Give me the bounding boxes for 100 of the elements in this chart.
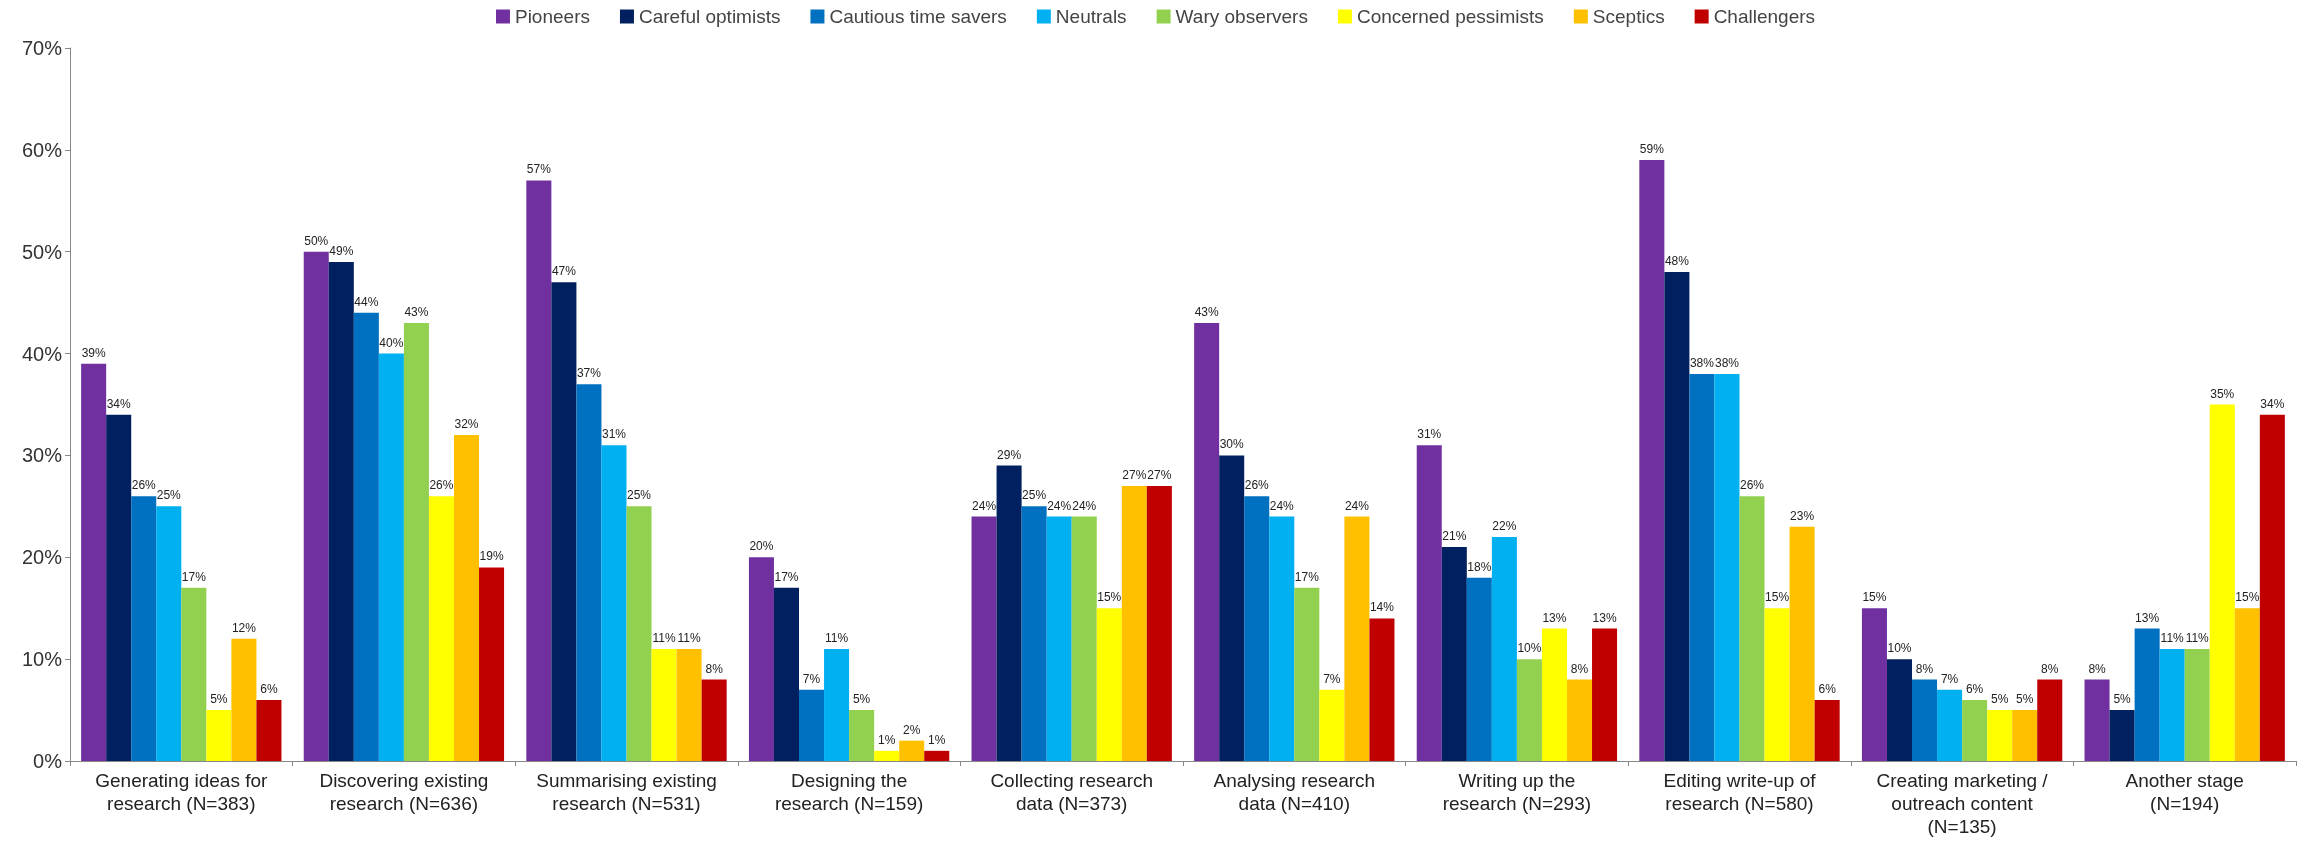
data-label: 34% bbox=[2260, 396, 2285, 411]
bar bbox=[899, 740, 925, 761]
bar bbox=[1294, 587, 1320, 761]
data-label: 57% bbox=[526, 162, 552, 177]
data-label: 27% bbox=[1122, 467, 1147, 482]
bar bbox=[799, 689, 825, 761]
bar bbox=[453, 435, 480, 761]
data-label: 37% bbox=[576, 366, 602, 381]
bar bbox=[303, 251, 329, 761]
data-label: 8% bbox=[2088, 661, 2107, 676]
bar bbox=[2234, 608, 2260, 761]
data-label: 11% bbox=[677, 630, 701, 645]
legend-label: Challengers bbox=[1713, 6, 1816, 27]
data-label: 49% bbox=[329, 243, 354, 258]
data-label: 38% bbox=[1689, 355, 1715, 370]
x-tick-label: Another stage (N=194) bbox=[2125, 770, 2244, 814]
bar bbox=[2109, 710, 2135, 761]
data-label: 47% bbox=[551, 264, 577, 279]
legend-label: Cautious time savers bbox=[829, 6, 1007, 27]
data-label: 11% bbox=[825, 630, 849, 645]
data-label: 26% bbox=[1740, 478, 1765, 493]
data-label: 13% bbox=[1542, 610, 1567, 625]
bar bbox=[1369, 618, 1395, 761]
bar bbox=[2259, 414, 2285, 761]
bar bbox=[773, 587, 800, 761]
y-tick-label: 40% bbox=[21, 342, 63, 365]
data-label: 22% bbox=[1492, 518, 1517, 533]
bar bbox=[1516, 659, 1542, 761]
bar bbox=[1739, 496, 1765, 761]
data-label: 13% bbox=[1592, 610, 1617, 625]
data-label: 26% bbox=[1244, 478, 1270, 493]
bar bbox=[181, 587, 207, 761]
data-label: 35% bbox=[2210, 386, 2235, 401]
data-label: 1% bbox=[877, 732, 896, 747]
y-tick-label: 50% bbox=[21, 240, 63, 263]
bar bbox=[1046, 516, 1072, 761]
bar bbox=[2012, 710, 2038, 761]
data-label: 29% bbox=[997, 447, 1022, 462]
data-label: 8% bbox=[1915, 661, 1934, 676]
bar bbox=[1146, 485, 1172, 761]
bar bbox=[256, 699, 282, 761]
data-label: 24% bbox=[1072, 498, 1097, 513]
data-label: 11% bbox=[652, 630, 676, 645]
data-label: 15% bbox=[2235, 590, 2260, 605]
data-label: 43% bbox=[404, 305, 429, 320]
data-label: 25% bbox=[1022, 488, 1047, 503]
data-label: 14% bbox=[1369, 600, 1395, 615]
y-tick-label: 10% bbox=[21, 648, 63, 671]
data-label: 15% bbox=[1765, 590, 1790, 605]
bar bbox=[924, 750, 950, 761]
bar bbox=[748, 557, 774, 761]
data-label: 10% bbox=[1517, 641, 1542, 656]
data-label: 32% bbox=[454, 417, 479, 432]
data-label: 17% bbox=[1294, 569, 1320, 584]
bar bbox=[1962, 699, 1988, 761]
data-label: 1% bbox=[928, 732, 946, 747]
x-tick-label: Discovering existing research (N=636) bbox=[319, 770, 489, 814]
data-label: 31% bbox=[1417, 427, 1442, 442]
bar bbox=[1566, 679, 1593, 761]
bar bbox=[676, 648, 702, 761]
bar bbox=[1639, 160, 1665, 761]
bar bbox=[1814, 699, 1840, 761]
bar bbox=[2037, 679, 2063, 761]
data-label: 30% bbox=[1219, 437, 1245, 452]
y-tick-label: 30% bbox=[21, 444, 63, 467]
x-tick-label: Writing up the research (N=293) bbox=[1442, 770, 1592, 814]
data-label: 40% bbox=[379, 335, 404, 350]
x-tick-label: Collecting research data (N=373) bbox=[990, 770, 1154, 814]
data-label: 8% bbox=[2041, 661, 2059, 676]
bar bbox=[551, 282, 577, 761]
bar bbox=[1764, 608, 1790, 761]
bar bbox=[1912, 679, 1938, 761]
data-label: 6% bbox=[1818, 681, 1837, 696]
bar bbox=[1194, 323, 1220, 761]
y-tick-label: 70% bbox=[21, 37, 63, 59]
bar bbox=[2134, 628, 2160, 761]
data-label: 25% bbox=[627, 488, 652, 503]
data-label: 6% bbox=[260, 681, 278, 696]
bar bbox=[131, 496, 157, 761]
data-label: 25% bbox=[156, 488, 182, 503]
bar bbox=[971, 516, 997, 761]
bar bbox=[106, 414, 132, 761]
data-label: 19% bbox=[479, 549, 504, 564]
bar bbox=[156, 506, 182, 761]
data-label: 44% bbox=[354, 294, 379, 309]
data-label: 43% bbox=[1194, 305, 1219, 320]
bar bbox=[1441, 547, 1467, 761]
data-label: 24% bbox=[1047, 498, 1072, 513]
bar bbox=[1344, 516, 1370, 761]
bar bbox=[1121, 485, 1147, 761]
data-label: 18% bbox=[1467, 559, 1492, 574]
bar bbox=[1269, 516, 1295, 761]
bar bbox=[824, 648, 850, 761]
data-label: 24% bbox=[1269, 498, 1295, 513]
bar bbox=[1592, 628, 1618, 761]
y-tick-label: 60% bbox=[21, 138, 63, 161]
bar bbox=[479, 567, 505, 761]
x-tick-label: Designing the research (N=159) bbox=[774, 770, 924, 814]
data-label: 23% bbox=[1790, 508, 1815, 523]
data-label: 10% bbox=[1887, 641, 1912, 656]
